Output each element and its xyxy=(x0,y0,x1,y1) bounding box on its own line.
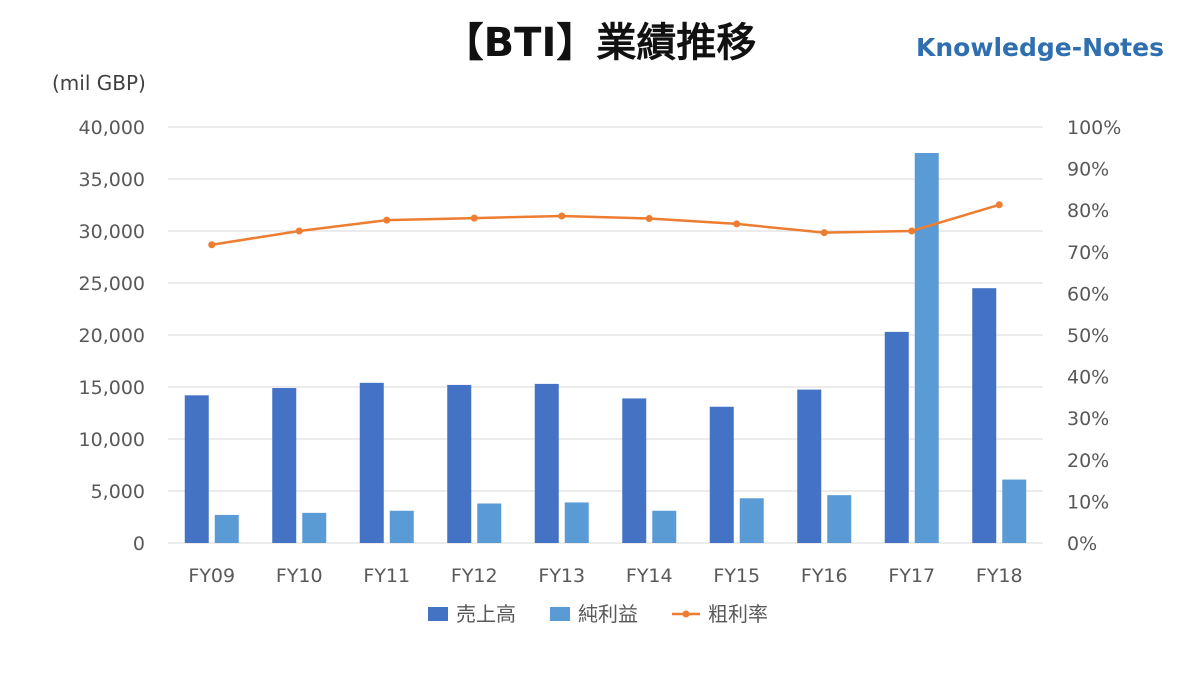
bar-net-income xyxy=(652,510,677,543)
bar-net-income xyxy=(914,153,939,543)
bar-revenue xyxy=(797,389,822,543)
bar-net-income xyxy=(739,498,764,543)
gross-margin-point xyxy=(995,201,1003,209)
legend-swatch xyxy=(428,607,448,621)
y2-tick-label: 80% xyxy=(1067,200,1109,222)
x-tick-label: FY14 xyxy=(626,565,673,587)
left-axis-ticks: 0 5,000 10,000 15,000 20,000 25,000 30,000 35,0… xyxy=(79,117,145,555)
legend-label: 売上高 xyxy=(456,602,516,626)
y2-tick-label: 0% xyxy=(1067,533,1097,555)
bar-revenue xyxy=(184,395,209,543)
x-tick-label: FY11 xyxy=(363,565,410,587)
gridlines xyxy=(168,126,1043,544)
legend-marker xyxy=(682,610,690,618)
right-axis-ticks: 0% 10% 20% 30% 40% 50% 60% 70% 80% 90% 100% xyxy=(1067,117,1121,555)
y2-tick-label: 70% xyxy=(1067,242,1109,264)
y-tick-label: 0 xyxy=(133,533,145,555)
bar-revenue xyxy=(884,331,909,543)
bar-revenue xyxy=(359,382,384,543)
bar-net-income xyxy=(477,503,502,543)
gross-margin-point xyxy=(645,215,653,223)
bar-net-income xyxy=(1002,479,1027,543)
line-series xyxy=(208,201,1003,249)
legend-label: 純利益 xyxy=(578,602,638,626)
x-tick-label: FY18 xyxy=(976,565,1023,587)
x-tick-label: FY09 xyxy=(188,565,235,587)
gross-margin-line xyxy=(211,203,1000,246)
gross-margin-point xyxy=(733,220,741,228)
y-tick-label: 15,000 xyxy=(79,377,145,399)
bar-net-income xyxy=(564,502,589,543)
gross-margin-point xyxy=(470,214,478,222)
legend: 売上高 純利益 粗利率 xyxy=(428,602,768,626)
bar-revenue xyxy=(534,383,559,543)
gross-margin-point xyxy=(295,227,303,235)
gross-margin-point xyxy=(383,216,391,224)
bar-net-income xyxy=(389,510,414,543)
y-tick-label: 30,000 xyxy=(79,221,145,243)
brand-logo: Knowledge-Notes xyxy=(916,33,1164,62)
bar-revenue xyxy=(272,388,297,543)
bar-net-income xyxy=(827,495,852,543)
gross-margin-point xyxy=(820,229,828,237)
y-tick-label: 40,000 xyxy=(79,117,145,139)
x-tick-label: FY13 xyxy=(538,565,585,587)
y2-tick-label: 100% xyxy=(1067,117,1121,139)
y-tick-label: 35,000 xyxy=(79,169,145,191)
gross-margin-point xyxy=(908,227,916,235)
y2-tick-label: 10% xyxy=(1067,491,1109,513)
bar-net-income xyxy=(214,514,239,543)
legend-label: 粗利率 xyxy=(708,602,768,626)
y2-tick-label: 90% xyxy=(1067,159,1109,181)
bar-series xyxy=(184,153,1027,543)
brand-label: Knowledge-Notes xyxy=(916,33,1164,62)
gross-margin-point xyxy=(558,212,566,220)
y-tick-label: 25,000 xyxy=(79,273,145,295)
legend-swatch xyxy=(550,607,570,621)
gross-margin-point xyxy=(208,241,216,249)
y-tick-label: 5,000 xyxy=(91,481,145,503)
y2-tick-label: 30% xyxy=(1067,408,1109,430)
chart-title: 【BTI】業績推移 xyxy=(444,20,757,66)
y-tick-label: 20,000 xyxy=(79,325,145,347)
bar-revenue xyxy=(972,288,997,543)
x-tick-label: FY10 xyxy=(276,565,323,587)
x-tick-label: FY16 xyxy=(801,565,848,587)
bar-revenue xyxy=(709,406,734,543)
x-tick-label: FY12 xyxy=(451,565,498,587)
x-axis-ticks: FY09 FY10 FY11 FY12 FY13 FY14 FY15 FY16 FY17 FY18 xyxy=(188,565,1022,587)
y-axis-unit: (mil GBP) xyxy=(52,71,146,95)
bar-revenue xyxy=(447,384,472,543)
bar-revenue xyxy=(622,398,647,543)
y2-tick-label: 20% xyxy=(1067,450,1109,472)
x-tick-label: FY17 xyxy=(888,565,935,587)
bar-net-income xyxy=(302,512,327,543)
y2-tick-label: 40% xyxy=(1067,367,1109,389)
y2-tick-label: 50% xyxy=(1067,325,1109,347)
y-tick-label: 10,000 xyxy=(79,429,145,451)
x-tick-label: FY15 xyxy=(713,565,760,587)
y2-tick-label: 60% xyxy=(1067,283,1109,305)
